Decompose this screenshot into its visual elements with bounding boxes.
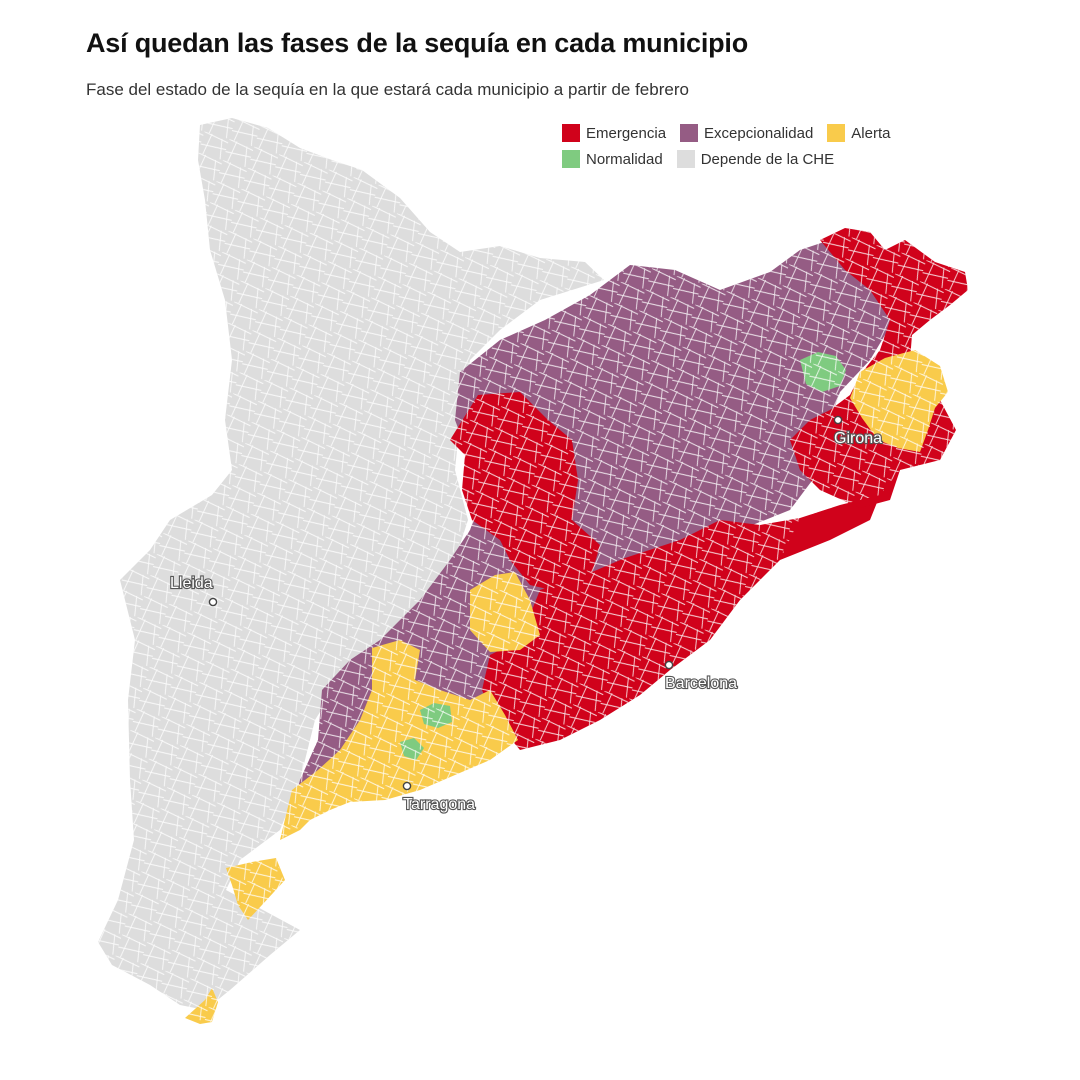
- legend-row: Emergencia Excepcionalidad Alerta: [562, 120, 982, 146]
- city-lleida: Lleida: [169, 574, 218, 607]
- page-title: Así quedan las fases de la sequía en cad…: [86, 28, 749, 58]
- city-marker: [208, 597, 218, 607]
- city-marker: [833, 415, 843, 425]
- legend-swatch-che: [676, 150, 695, 168]
- legend-item-excepcionalidad: Excepcionalidad: [680, 124, 813, 142]
- legend-swatch-alerta: [827, 124, 846, 142]
- legend-item-normalidad: Normalidad: [562, 150, 663, 168]
- page-subtitle: Fase del estado de la sequía en la que e…: [86, 80, 689, 99]
- legend-label: Normalidad: [586, 150, 663, 168]
- city-label: Lleida: [170, 575, 213, 592]
- city-tarragona: Tarragona: [402, 781, 476, 814]
- legend-row: Normalidad Depende de la CHE: [562, 146, 982, 172]
- legend-label: Excepcionalidad: [704, 124, 814, 142]
- legend-item-che: Depende de la CHE: [676, 150, 835, 168]
- city-label: Barcelona: [665, 675, 737, 692]
- legend-swatch-excepcionalidad: [680, 124, 699, 142]
- city-label: Tarragona: [403, 796, 475, 813]
- legend-label: Alerta: [851, 124, 891, 142]
- municipal-boundaries: [98, 118, 968, 1022]
- city-marker: [664, 660, 674, 670]
- map-legend: Emergencia Excepcionalidad Alerta Normal…: [562, 120, 982, 172]
- city-barcelona: Barcelona: [664, 660, 738, 693]
- legend-swatch-normalidad: [562, 150, 580, 168]
- legend-swatch-emergencia: [562, 124, 580, 142]
- city-marker: [402, 781, 412, 791]
- city-girona: Girona: [833, 415, 883, 448]
- legend-label: Depende de la CHE: [700, 150, 835, 168]
- legend-item-alerta: Alerta: [827, 124, 890, 142]
- city-label: Girona: [834, 430, 882, 447]
- legend-item-emergencia: Emergencia: [562, 124, 666, 142]
- legend-label: Emergencia: [586, 124, 667, 142]
